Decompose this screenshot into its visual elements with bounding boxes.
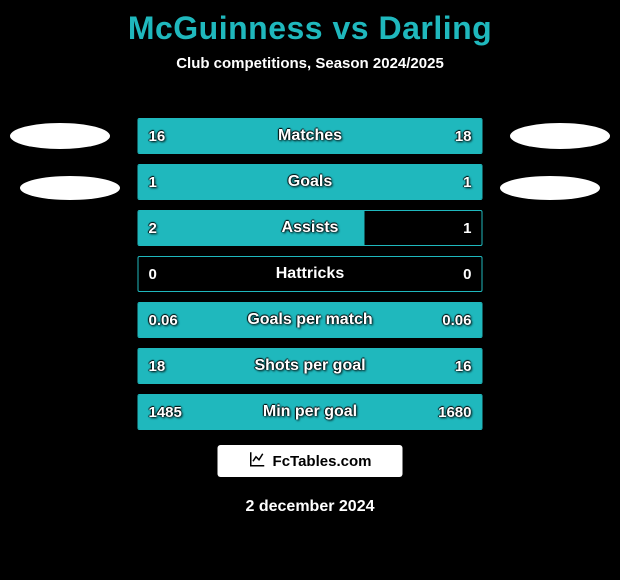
stat-label: Min per goal bbox=[263, 403, 357, 421]
stat-label: Assists bbox=[282, 219, 339, 237]
stat-row: 2 1 Assists bbox=[138, 210, 483, 246]
value-right: 1680 bbox=[438, 395, 471, 429]
brand-badge: FcTables.com bbox=[218, 445, 403, 477]
stat-row: 0 0 Hattricks bbox=[138, 256, 483, 292]
value-left: 2 bbox=[149, 211, 157, 245]
value-left: 0 bbox=[149, 257, 157, 291]
value-left: 18 bbox=[149, 349, 166, 383]
left-logo-1 bbox=[10, 123, 110, 149]
stat-row: 18 16 Shots per goal bbox=[138, 348, 483, 384]
subtitle: Club competitions, Season 2024/2025 bbox=[0, 55, 620, 72]
value-right: 0 bbox=[463, 257, 471, 291]
stats-panel: 16 18 Matches 1 1 Goals 2 1 Assists 0 0 Hattricks 0.… bbox=[138, 118, 483, 430]
left-logo-2 bbox=[20, 176, 120, 200]
chart-icon bbox=[249, 450, 267, 472]
stat-label: Hattricks bbox=[276, 265, 344, 283]
page-title: McGuinness vs Darling bbox=[0, 0, 620, 47]
right-logo-2 bbox=[500, 176, 600, 200]
value-right: 0.06 bbox=[442, 303, 471, 337]
stat-row: 1485 1680 Min per goal bbox=[138, 394, 483, 430]
value-left: 1485 bbox=[149, 395, 182, 429]
bar-left bbox=[139, 165, 311, 199]
value-left: 16 bbox=[149, 119, 166, 153]
stat-row: 1 1 Goals bbox=[138, 164, 483, 200]
stage: McGuinness vs Darling Club competitions,… bbox=[0, 0, 620, 580]
value-right: 1 bbox=[463, 211, 471, 245]
stat-row: 16 18 Matches bbox=[138, 118, 483, 154]
stat-label: Goals bbox=[288, 173, 332, 191]
right-logo-1 bbox=[510, 123, 610, 149]
bar-right bbox=[310, 165, 482, 199]
value-right: 16 bbox=[455, 349, 472, 383]
value-left: 1 bbox=[149, 165, 157, 199]
stat-label: Matches bbox=[278, 127, 342, 145]
value-right: 1 bbox=[463, 165, 471, 199]
value-left: 0.06 bbox=[149, 303, 178, 337]
brand-text: FcTables.com bbox=[273, 453, 372, 470]
date-stamp: 2 december 2024 bbox=[246, 498, 375, 516]
stat-label: Shots per goal bbox=[254, 357, 365, 375]
stat-label: Goals per match bbox=[247, 311, 372, 329]
value-right: 18 bbox=[455, 119, 472, 153]
stat-row: 0.06 0.06 Goals per match bbox=[138, 302, 483, 338]
